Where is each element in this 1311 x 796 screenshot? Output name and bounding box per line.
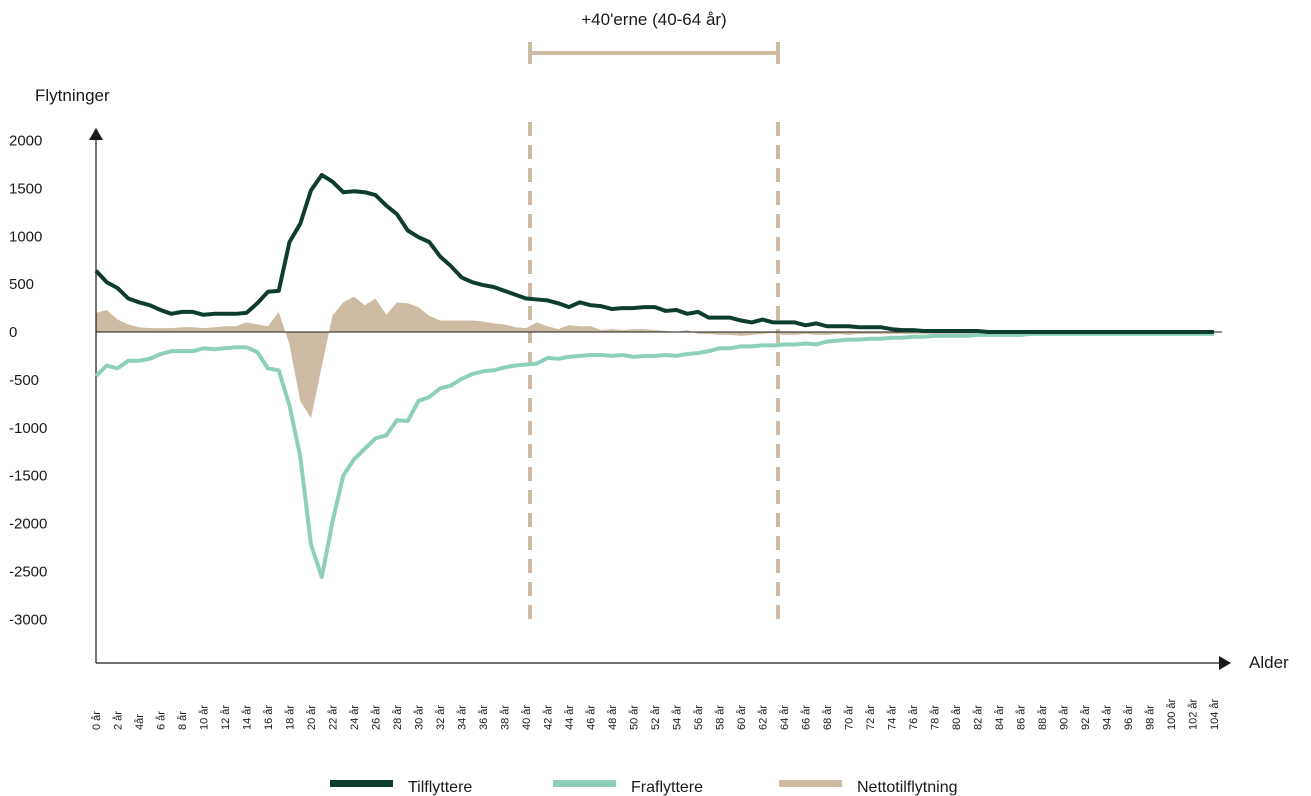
x-tick-label: 94 år (1102, 705, 1114, 730)
x-tick-label: 72 år (865, 705, 877, 730)
series-line-fraflyttere (94, 331, 1214, 580)
x-tick-label: 28 år (392, 705, 404, 730)
x-tick-label: 32 år (435, 705, 447, 730)
x-tick-label: 6 år (156, 711, 168, 730)
x-tick-label: 2 år (113, 711, 125, 730)
x-tick-label: 48 år (607, 705, 619, 730)
x-tick-label: 98 år (1145, 705, 1157, 730)
highlight-band: +40'erne (40-64 år) (528, 10, 780, 624)
x-tick-label: 90 år (1059, 705, 1071, 730)
y-tick-label: 1500 (9, 180, 42, 197)
x-tick-label: 4år (134, 714, 146, 730)
x-tick-label: 102 år (1188, 698, 1200, 730)
x-tick-label: 42 år (543, 705, 555, 730)
x-tick-label: 56 år (693, 705, 705, 730)
x-tick-label: 104 år (1209, 698, 1221, 730)
x-tick-label: 34 år (457, 705, 469, 730)
legend-swatch (330, 780, 393, 787)
legend-swatch (553, 780, 616, 787)
y-axis-arrow (89, 128, 103, 140)
x-tick-label: 70 år (844, 705, 856, 730)
y-tick-label: 0 (9, 324, 17, 341)
x-tick-label: 0 år (91, 711, 103, 730)
x-tick-label: 62 år (758, 705, 770, 730)
series-area-nettotilflytning (96, 296, 1214, 419)
x-tick-label: 52 år (650, 705, 662, 730)
legend-label: Tilflyttere (408, 779, 472, 796)
x-tick-label: 64 år (779, 705, 791, 730)
x-tick-labels: 0 år 2 år 4år 6 år 8 år 10 år 12 år 14 år 16 år 1… (91, 698, 1221, 730)
y-axis-title: Flytninger (35, 86, 110, 105)
x-tick-label: 24 år (349, 705, 361, 730)
x-tick-label: 14 år (242, 705, 254, 730)
x-tick-label: 92 år (1080, 705, 1092, 730)
x-tick-label: 82 år (973, 705, 985, 730)
series-line-tilflyttere (94, 172, 1214, 334)
x-tick-label: 26 år (371, 705, 383, 730)
x-tick-label: 54 år (672, 705, 684, 730)
x-axis-title: Alder (1249, 653, 1289, 672)
x-tick-label: 66 år (801, 705, 813, 730)
x-tick-label: 8 år (177, 711, 189, 730)
x-tick-label: 10 år (199, 705, 211, 730)
area-layer (96, 296, 1214, 419)
x-tick-label: 50 år (629, 705, 641, 730)
y-tick-label: -500 (9, 372, 39, 389)
axes: Flytninger Alder (35, 86, 1289, 672)
x-tick-label: 100 år (1166, 698, 1178, 730)
line-layer (94, 172, 1214, 580)
y-tick-label: -2500 (9, 563, 47, 580)
legend: Tilflyttere Fraflyttere Nettotilflytning (330, 779, 958, 796)
x-tick-label: 18 år (285, 705, 297, 730)
x-tick-label: 20 år (306, 705, 318, 730)
x-tick-label: 38 år (500, 705, 512, 730)
y-tick-label: -3000 (9, 611, 47, 628)
y-tick-label: -2000 (9, 516, 47, 533)
x-tick-label: 80 år (951, 705, 963, 730)
x-tick-label: 46 år (586, 705, 598, 730)
y-tick-label: 2000 (9, 133, 42, 150)
x-tick-label: 78 år (930, 705, 942, 730)
x-tick-label: 12 år (220, 705, 232, 730)
legend-label: Fraflyttere (631, 779, 703, 796)
legend-swatch (779, 780, 842, 787)
x-tick-label: 58 år (715, 705, 727, 730)
x-tick-label: 40 år (521, 705, 533, 730)
x-tick-label: 36 år (478, 705, 490, 730)
x-tick-label: 68 år (822, 705, 834, 730)
x-tick-label: 60 år (736, 705, 748, 730)
x-tick-label: 22 år (328, 705, 340, 730)
x-tick-label: 76 år (908, 705, 920, 730)
x-tick-label: 44 år (564, 705, 576, 730)
y-tick-label: -1000 (9, 420, 47, 437)
x-tick-label: 74 år (887, 705, 899, 730)
x-tick-label: 30 år (414, 705, 426, 730)
x-tick-label: 96 år (1123, 705, 1135, 730)
x-tick-label: 84 år (994, 705, 1006, 730)
y-tick-label: 1000 (9, 228, 42, 245)
x-axis-arrow (1219, 656, 1231, 670)
y-tick-label: 500 (9, 276, 34, 293)
y-tick-label: -1500 (9, 468, 47, 485)
legend-label: Nettotilflytning (857, 779, 958, 796)
x-tick-label: 86 år (1016, 705, 1028, 730)
highlight-band-label: +40'erne (40-64 år) (581, 10, 726, 29)
y-tick-labels: 2000 1500 1000 500 0 -500 -1000 -1500 -2000 -2500… (9, 133, 47, 629)
x-tick-label: 88 år (1037, 705, 1049, 730)
x-tick-label: 16 år (263, 705, 275, 730)
